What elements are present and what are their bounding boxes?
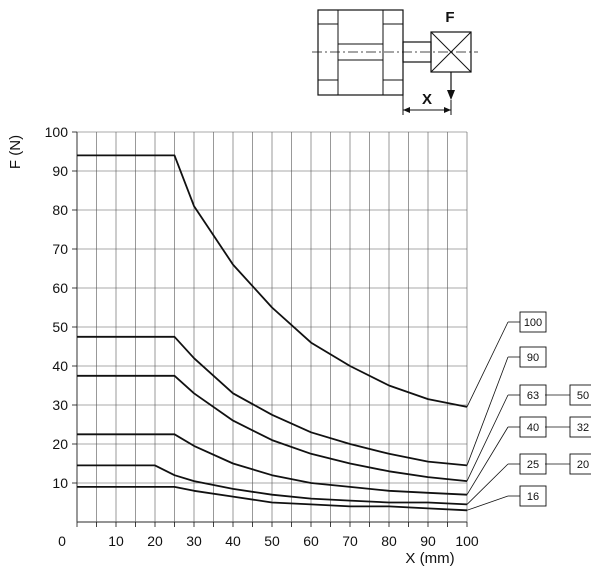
- series-label-box: [569, 453, 591, 475]
- series-label-box: [569, 416, 591, 438]
- series-label-box: [569, 384, 591, 406]
- y-tick-label: 100: [45, 124, 69, 140]
- series-label: 50: [577, 390, 589, 402]
- x-tick-label: 50: [264, 533, 280, 549]
- y-tick-label: 70: [52, 241, 68, 257]
- series-label-box: [519, 311, 547, 333]
- series-label: 25: [527, 459, 539, 471]
- x-tick-label: 30: [186, 533, 202, 549]
- y-tick-label: 10: [52, 475, 68, 491]
- x-tick-label: 80: [381, 533, 397, 549]
- distance-label: X: [422, 91, 432, 108]
- force-label: F: [445, 9, 454, 26]
- y-axis-label: F (N): [7, 135, 24, 169]
- x-tick-label: 90: [420, 533, 436, 549]
- series-label-box: [519, 485, 547, 507]
- series-line: [77, 464, 468, 506]
- tick-labels: 0 10 20 30 40 50 60 70 80 90 100 10 20 30 40 50 60 70 80 90…: [45, 124, 479, 549]
- y-tick-label: 60: [52, 280, 68, 296]
- series-line: [77, 154, 468, 408]
- leader-line: [466, 426, 509, 495]
- cylinder-diagram: F X: [312, 9, 478, 115]
- series-label: 20: [577, 459, 589, 471]
- y-tick-label: 30: [52, 397, 68, 413]
- x-tick-label: 60: [303, 533, 319, 549]
- x-tick-label: 10: [108, 533, 124, 549]
- series-line: [77, 374, 468, 482]
- series-label: 32: [577, 422, 589, 434]
- series-label: 63: [527, 390, 539, 402]
- x-tick-label: 0: [58, 533, 66, 549]
- x-axis-label: X (mm): [405, 550, 454, 567]
- y-tick-label: 80: [52, 202, 68, 218]
- series-label-box: [519, 346, 547, 368]
- leader-line: [466, 356, 509, 466]
- series-label: 100: [524, 317, 542, 329]
- chart-grid: [72, 131, 468, 527]
- series-label: 16: [527, 491, 539, 503]
- leader-line: [466, 495, 509, 511]
- series-label: 40: [527, 422, 539, 434]
- series-group: [77, 154, 468, 512]
- y-tick-label: 90: [52, 163, 68, 179]
- series-label-group: 100 90 63 50 40 32 25 20 16: [466, 311, 591, 511]
- y-tick-label: 50: [52, 319, 68, 335]
- series-line: [77, 335, 468, 467]
- x-tick-label: 20: [147, 533, 163, 549]
- leader-line: [466, 321, 509, 408]
- leader-line: [466, 463, 509, 505]
- y-tick-label: 40: [52, 358, 68, 374]
- series-label: 90: [527, 352, 539, 364]
- x-tick-label: 100: [455, 533, 479, 549]
- leader-line: [466, 394, 509, 482]
- x-tick-label: 70: [342, 533, 358, 549]
- series-line: [77, 486, 468, 512]
- x-tick-label: 40: [225, 533, 241, 549]
- series-line: [77, 433, 468, 496]
- y-tick-label: 20: [52, 436, 68, 452]
